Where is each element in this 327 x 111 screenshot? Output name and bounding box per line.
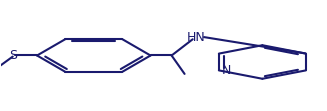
- Text: S: S: [9, 49, 17, 62]
- Text: HN: HN: [186, 31, 205, 44]
- Text: N: N: [221, 64, 231, 77]
